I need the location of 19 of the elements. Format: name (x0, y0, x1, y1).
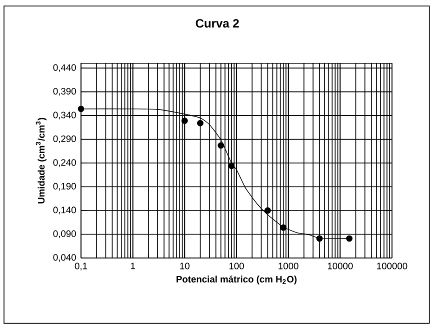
x-axis-title: Potencial mátrico (cm H$_{2}$O) (176, 276, 297, 284)
y-tick-label: 0,190 (53, 182, 76, 191)
x-tick-label: 10000 (328, 262, 353, 270)
x-tick-label: 1000 (278, 262, 298, 270)
x-tick-label: 0,1 (74, 262, 88, 270)
y-tick-label: 0,140 (53, 206, 76, 214)
y-tick-label: 0,040 (53, 254, 76, 262)
x-tick-label: 10 (180, 262, 190, 270)
y-tick-label: 0,240 (53, 159, 76, 167)
x-tick-label: 100 (229, 262, 244, 270)
y-tick-label: 0,290 (53, 135, 76, 144)
y-tick-label: 0,090 (53, 230, 76, 238)
y-tick-label: 0,390 (53, 88, 76, 96)
x-tick-label: 1 (130, 262, 135, 270)
y-tick-label: 0,340 (53, 112, 76, 120)
y-tick-label: 0,440 (53, 64, 76, 72)
x-tick-label: 100000 (377, 262, 408, 270)
y-axis-title: Umidade (cm$^{3}$/cm$^{3}$) (36, 118, 46, 204)
chart-title: Curva 2 (196, 19, 239, 28)
